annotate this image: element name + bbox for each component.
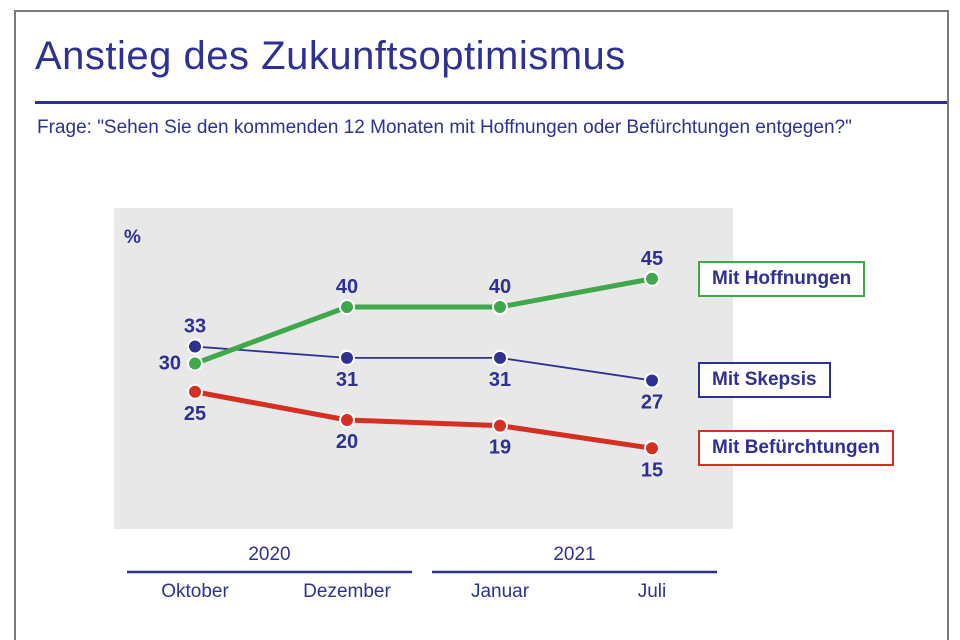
value-label-mit-bef-rchtungen-januar: 19: [489, 437, 511, 459]
value-label-mit-skepsis-januar: 31: [489, 369, 511, 391]
value-label-mit-skepsis-juli: 27: [641, 391, 663, 413]
value-label-mit-skepsis-dezember: 31: [336, 369, 358, 391]
month-label-oktober: Oktober: [161, 581, 229, 602]
value-label-mit-bef-rchtungen-dezember: 20: [336, 431, 358, 453]
data-point-mit-hoffnungen-januar: [492, 299, 508, 315]
month-label-juli: Juli: [638, 581, 667, 602]
data-point-mit-bef-rchtungen-oktober: [187, 383, 203, 400]
plot-area: [114, 208, 733, 529]
series-line-mit-bef-rchtungen: [194, 389, 653, 451]
data-point-mit-hoffnungen-juli: [644, 270, 660, 287]
value-label-mit-hoffnungen-januar: 40: [489, 276, 511, 298]
month-label-dezember: Dezember: [303, 581, 391, 602]
data-point-mit-bef-rchtungen-januar: [492, 417, 508, 434]
title-rule: [35, 101, 947, 104]
year-label-2020: 2020: [248, 544, 290, 565]
value-label-mit-bef-rchtungen-oktober: 25: [184, 403, 206, 425]
survey-question: Frage: "Sehen Sie den kommenden 12 Monat…: [37, 117, 852, 138]
series-line-mit-hoffnungen: [194, 276, 653, 366]
data-point-mit-skepsis-oktober: [187, 338, 203, 355]
slide-frame: [14, 10, 949, 640]
month-label-januar: Januar: [471, 581, 530, 602]
data-point-mit-skepsis-januar: [492, 349, 508, 366]
slide-title: Anstieg des Zukunftsoptimismus: [35, 34, 626, 78]
data-point-mit-hoffnungen-oktober: [187, 355, 203, 372]
year-label-2021: 2021: [553, 544, 595, 565]
value-label-mit-hoffnungen-juli: 45: [641, 248, 663, 270]
data-point-mit-bef-rchtungen-dezember: [339, 412, 355, 428]
value-label-mit-hoffnungen-dezember: 40: [336, 276, 358, 298]
data-point-mit-skepsis-dezember: [339, 349, 355, 366]
data-point-mit-bef-rchtungen-juli: [644, 440, 660, 457]
data-point-mit-hoffnungen-dezember: [339, 299, 355, 315]
unit-label: %: [124, 227, 141, 248]
value-label-mit-skepsis-oktober: 33: [184, 316, 206, 338]
data-point-mit-skepsis-juli: [644, 372, 660, 389]
series-line-mit-skepsis: [194, 345, 653, 382]
value-label-mit-hoffnungen-oktober: 30: [159, 353, 181, 375]
value-label-mit-bef-rchtungen-juli: 15: [641, 459, 663, 481]
